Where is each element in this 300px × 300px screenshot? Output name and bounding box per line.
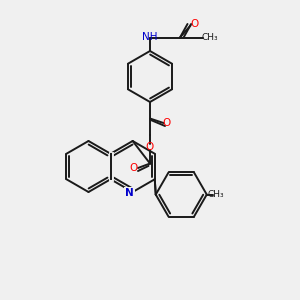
- Text: N: N: [125, 188, 134, 199]
- Text: NH: NH: [142, 32, 158, 43]
- Text: CH₃: CH₃: [202, 33, 218, 42]
- Text: O: O: [190, 19, 198, 29]
- Text: O: O: [129, 163, 138, 173]
- Text: N: N: [125, 188, 134, 199]
- Text: CH₃: CH₃: [207, 190, 224, 199]
- Text: O: O: [162, 118, 171, 128]
- Text: O: O: [146, 142, 154, 152]
